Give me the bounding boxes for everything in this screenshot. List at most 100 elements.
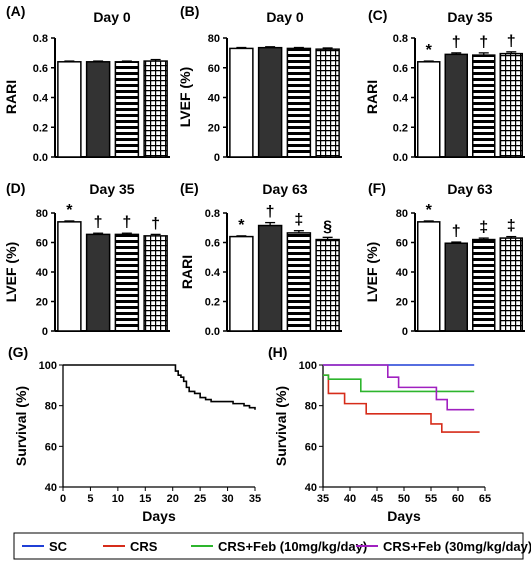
legend-label: SC — [49, 539, 68, 554]
bar — [444, 53, 468, 158]
bar — [286, 232, 312, 332]
bar — [472, 238, 496, 332]
x-tick-label: 40 — [344, 493, 356, 505]
panel-label: (C) — [368, 7, 387, 23]
y-tick-label: 20 — [208, 122, 220, 134]
x-tick-label: 50 — [398, 493, 410, 505]
significance-marker: † — [151, 215, 160, 232]
significance-marker: † — [266, 204, 275, 221]
y-tick-label: 40 — [36, 267, 48, 279]
y-tick-label: 60 — [305, 441, 317, 453]
bar — [143, 235, 168, 332]
x-tick-label: 20 — [167, 493, 179, 505]
bar-panel: (F) Day 63 LVEF (%) 0 20 40 60 80 * † ‡ ‡ — [364, 180, 525, 338]
y-tick-label: 100 — [299, 360, 317, 372]
y-tick-label: 80 — [208, 33, 220, 45]
x-axis-label: Days — [142, 508, 176, 524]
y-tick-label: 20 — [36, 297, 48, 309]
significance-marker: * — [426, 202, 433, 219]
x-tick-label: 0 — [60, 493, 66, 505]
x-tick-label: 5 — [87, 493, 93, 505]
y-tick-label: 40 — [396, 267, 408, 279]
y-tick-label: 0.4 — [33, 93, 49, 105]
significance-marker: † — [452, 223, 461, 240]
y-tick-label: 0.0 — [393, 152, 408, 164]
y-tick-label: 0.4 — [205, 267, 221, 279]
bar — [229, 235, 254, 332]
bar — [85, 61, 111, 158]
y-axis-label: Survival (%) — [13, 386, 29, 466]
y-axis-label: RARI — [3, 80, 19, 114]
bar — [114, 61, 140, 158]
y-tick-label: 0.2 — [205, 297, 220, 309]
y-axis-label: RARI — [179, 255, 195, 289]
y-tick-label: 80 — [45, 401, 57, 413]
panel-label: (B) — [180, 3, 199, 19]
y-tick-label: 0.8 — [205, 208, 220, 220]
y-tick-label: 60 — [208, 63, 220, 75]
y-tick-label: 0.0 — [205, 326, 220, 338]
bar — [229, 47, 254, 158]
significance-marker: ‡ — [507, 218, 516, 235]
y-tick-label: 0.6 — [393, 63, 408, 75]
panel-label: (F) — [368, 180, 386, 196]
y-tick-label: 0 — [402, 326, 408, 338]
panel-title: Day 35 — [447, 9, 492, 25]
y-axis-label: LVEF (%) — [3, 242, 19, 302]
figure-panels: (A) Day 0 RARI 0.0 0.2 0.4 0.6 0.8 (B) Day 0 LVEF … — [3, 3, 525, 524]
bar — [417, 61, 441, 158]
survival-curve — [63, 364, 256, 410]
significance-marker: ‡ — [294, 212, 303, 229]
bar — [417, 221, 441, 332]
bar — [114, 233, 140, 332]
bar — [257, 224, 283, 332]
x-tick-label: 25 — [194, 493, 206, 505]
bar — [315, 238, 340, 332]
bar — [315, 48, 340, 158]
y-tick-label: 0.2 — [393, 122, 408, 134]
y-axis-label: LVEF (%) — [364, 242, 380, 302]
panel-label: (D) — [6, 180, 25, 196]
x-tick-label: 35 — [249, 493, 261, 505]
y-axis-label: RARI — [364, 80, 380, 114]
y-tick-label: 80 — [396, 208, 408, 220]
bar — [472, 54, 496, 158]
significance-marker: § — [323, 218, 332, 235]
x-tick-label: 55 — [425, 493, 437, 505]
y-axis-label: Survival (%) — [273, 386, 289, 466]
x-tick-label: 10 — [112, 493, 124, 505]
y-tick-label: 0 — [214, 152, 220, 164]
survival-curve — [323, 364, 475, 411]
bar — [257, 46, 283, 158]
y-tick-label: 40 — [45, 482, 57, 494]
bar — [57, 221, 82, 332]
bar-panel: (C) Day 35 RARI 0.0 0.2 0.4 0.6 0.8 * † † † — [364, 7, 525, 164]
y-tick-label: 20 — [396, 297, 408, 309]
y-tick-label: 0.6 — [205, 238, 220, 250]
bar-panel: (B) Day 0 LVEF (%) 0 20 40 60 80 — [177, 3, 342, 164]
bar-panel: (A) Day 0 RARI 0.0 0.2 0.4 0.6 0.8 — [3, 3, 170, 164]
y-tick-label: 60 — [396, 238, 408, 250]
y-tick-label: 40 — [208, 93, 220, 105]
y-axis-label: LVEF (%) — [177, 67, 193, 127]
y-tick-label: 100 — [39, 360, 57, 372]
y-tick-label: 80 — [36, 208, 48, 220]
x-tick-label: 15 — [139, 493, 151, 505]
significance-marker: † — [479, 34, 488, 51]
bar — [499, 237, 523, 332]
significance-marker: † — [507, 33, 516, 50]
bar — [499, 52, 523, 158]
x-tick-label: 35 — [317, 493, 329, 505]
legend-box — [13, 532, 524, 560]
panel-title: Day 35 — [89, 181, 134, 197]
y-tick-label: 0.4 — [393, 93, 409, 105]
x-tick-label: 30 — [221, 493, 233, 505]
y-tick-label: 0 — [42, 326, 48, 338]
panel-title: Day 63 — [262, 181, 307, 197]
survival-curve — [323, 374, 480, 433]
x-tick-label: 65 — [479, 493, 491, 505]
bar — [444, 242, 468, 332]
panel-label: (G) — [8, 344, 28, 360]
